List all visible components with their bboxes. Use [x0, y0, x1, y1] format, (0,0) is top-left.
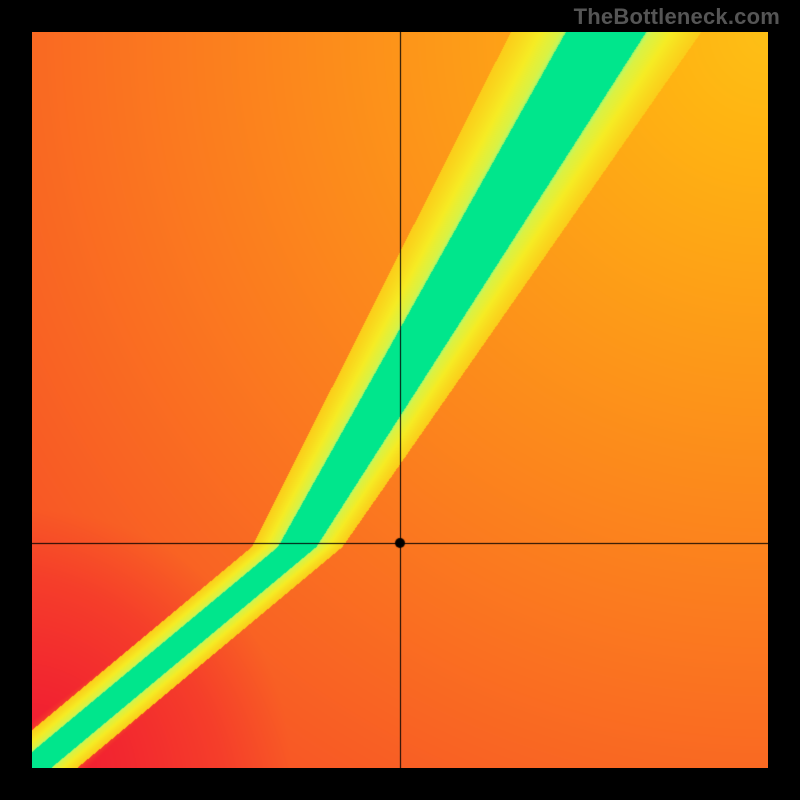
watermark-text: TheBottleneck.com [574, 4, 780, 30]
chart-frame: TheBottleneck.com [0, 0, 800, 800]
bottleneck-heatmap [32, 32, 768, 768]
heatmap-container [32, 32, 768, 768]
